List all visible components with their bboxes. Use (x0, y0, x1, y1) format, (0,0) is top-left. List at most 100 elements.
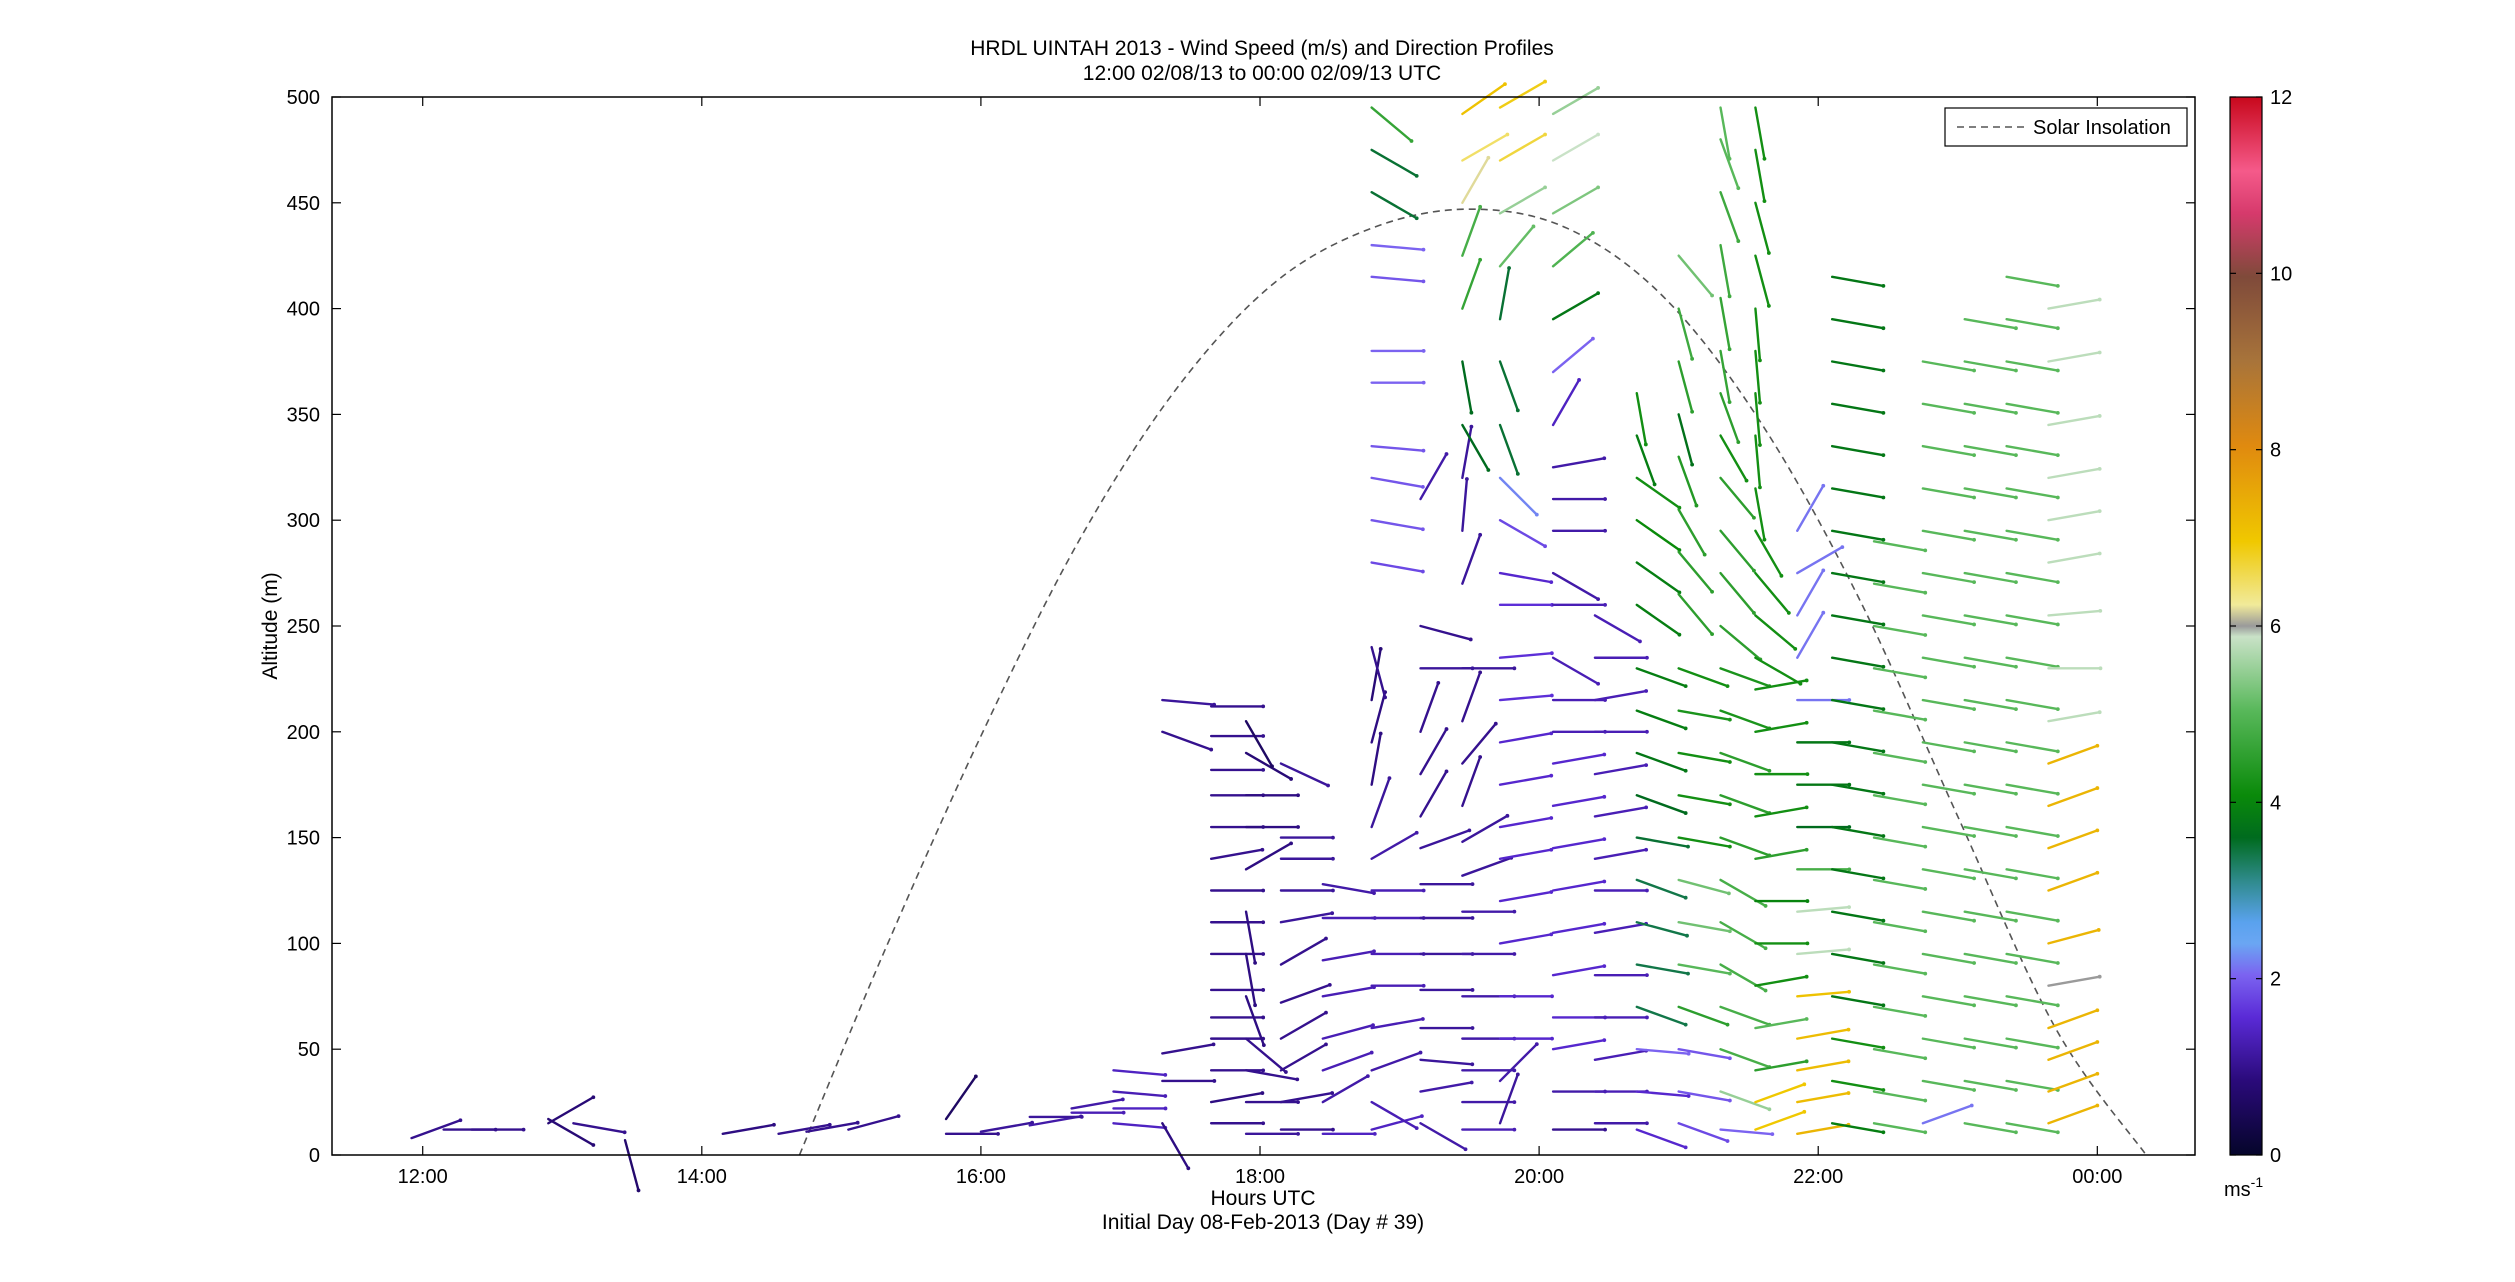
wind-vector (1830, 910, 1885, 922)
wind-vector-tip (2055, 1045, 2060, 1050)
wind-vector (1461, 205, 1482, 257)
wind-vector-tip (1543, 132, 1547, 137)
wind-vector-tip (1549, 693, 1554, 698)
wind-vector-tip (2095, 1103, 2100, 1108)
wind-vector (1830, 571, 1885, 584)
wind-vector (1551, 656, 1600, 685)
wind-vector-tip (1847, 698, 1852, 702)
wind-vector-tip (1923, 675, 1928, 680)
wind-vector-tip (1847, 989, 1851, 994)
wind-vector (1461, 533, 1482, 585)
wind-vector (1754, 614, 1797, 651)
wind-vector-tip (1690, 409, 1695, 414)
wind-vector-tip (1261, 1043, 1266, 1048)
wind-vector (2005, 741, 2060, 753)
wind-vector-tip (1686, 971, 1690, 976)
wind-vector-tip (1603, 1127, 1607, 1132)
wind-vector (1461, 425, 1473, 480)
wind-vector-tip (1758, 358, 1762, 363)
wind-vector (1321, 950, 1376, 962)
wind-vector-tip (1683, 811, 1688, 815)
wind-vector-tip (1602, 879, 1607, 884)
wind-vector-tip (1821, 483, 1826, 488)
wind-vector (1551, 186, 1600, 215)
wind-vector (1370, 645, 1387, 699)
wind-vector (1677, 709, 1732, 721)
wind-vector (1872, 582, 1927, 594)
wind-vector (1551, 378, 1581, 427)
wind-vector (1754, 392, 1762, 447)
wind-vector-tip (1644, 805, 1649, 810)
chart-title-line-1: HRDL UINTAH 2013 - Wind Speed (m/s) and … (970, 37, 1554, 60)
wind-vector-tip (1881, 368, 1886, 373)
wind-vector-tip (1923, 1014, 1928, 1018)
wind-vector (1754, 1110, 1806, 1131)
wind-vector (1370, 444, 1425, 452)
wind-vector (1677, 1122, 1729, 1143)
wind-vector-tip (1549, 773, 1554, 778)
wind-vector (1719, 349, 1731, 404)
wind-vector (1921, 910, 1976, 922)
wind-vector (1921, 656, 1976, 668)
wind-vector (1754, 1060, 1808, 1072)
wind-vector-tip (1295, 1077, 1300, 1082)
wind-vector-tip (1923, 971, 1928, 976)
wind-vector-tip (1727, 156, 1732, 161)
wind-vector-tip (1972, 453, 1976, 458)
wind-vector (1419, 770, 1448, 818)
wind-vector (1244, 952, 1257, 1007)
wind-vector-tip (1261, 920, 1266, 925)
wind-vector-tip (2095, 870, 2100, 875)
wind-vector-tip (1727, 1056, 1732, 1061)
wind-vector-tip (1602, 837, 1607, 842)
wind-vector-tip (1549, 651, 1554, 656)
wind-vector-tip (1603, 528, 1607, 533)
wind-vector-tip (1331, 888, 1335, 893)
wind-vector-tip (1710, 589, 1714, 594)
wind-vector-tip (1847, 867, 1852, 872)
wind-vector-tip (1409, 139, 1414, 143)
wind-vector-tip (1881, 1003, 1886, 1008)
wind-vector (2047, 710, 2101, 723)
wind-vector (1593, 689, 1648, 702)
wind-vector-tip (1163, 1072, 1168, 1077)
wind-vector (1461, 671, 1482, 723)
wind-vector-tip (1549, 816, 1554, 820)
wind-vector-tip (1923, 844, 1928, 849)
wind-vector-tip (2095, 1071, 2100, 1076)
wind-vector-tip (1881, 876, 1886, 881)
wind-vector (2005, 1122, 2060, 1134)
wind-vector-tip (1821, 568, 1826, 573)
wind-vector (1321, 1023, 1375, 1040)
wind-vector (1370, 106, 1413, 143)
wind-vector-tip (1478, 532, 1483, 537)
wind-vector (1593, 1049, 1648, 1061)
wind-vector-tip (636, 1188, 641, 1193)
wind-vector (777, 1123, 831, 1136)
wind-vector-tip (2097, 710, 2102, 715)
wind-vector-tip (1296, 793, 1300, 798)
wind-vector (1370, 1051, 1422, 1072)
wind-vector-tip (2014, 707, 2018, 711)
wind-vector (1498, 1073, 1520, 1125)
wind-vector (2047, 414, 2101, 427)
wind-vector-tip (1881, 1045, 1886, 1050)
wind-vector-tip (1846, 1091, 1851, 1095)
wind-vector-tip (1577, 378, 1581, 382)
wind-vector-tip (1644, 847, 1649, 852)
wind-vector (1830, 614, 1885, 626)
wind-vector (1719, 191, 1740, 243)
wind-vector-tip (1326, 783, 1330, 788)
wind-vector-tip (1512, 1100, 1517, 1104)
wind-vector (2047, 1072, 2099, 1093)
wind-vector-tip (1550, 1036, 1554, 1041)
wind-vector (1461, 755, 1482, 808)
wind-vector-tip (2098, 666, 2103, 671)
wind-vector (1593, 848, 1648, 860)
wind-vector (1872, 1090, 1927, 1102)
wind-vector (1635, 476, 1681, 509)
wind-vector (1677, 794, 1732, 806)
wind-vector (1498, 732, 1553, 744)
wind-vector-tip (1591, 336, 1595, 341)
